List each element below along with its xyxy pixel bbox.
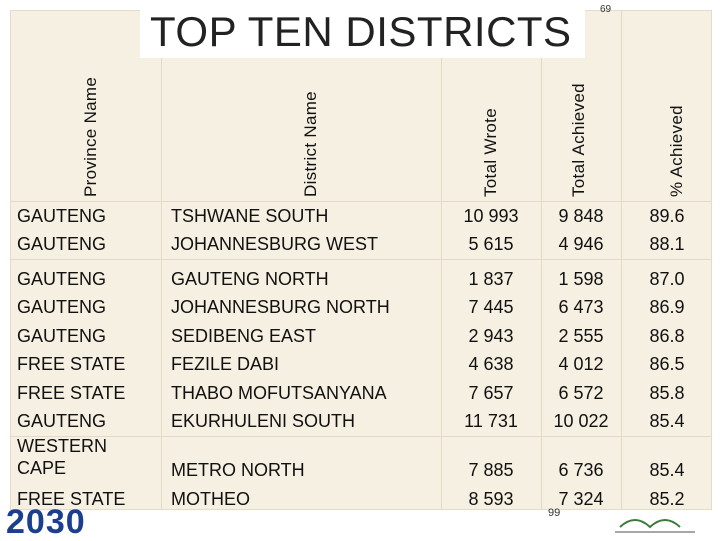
province-cell: FREE STATE — [17, 383, 126, 403]
number-cell: 89.6 — [649, 206, 685, 226]
reading-logo — [615, 519, 695, 533]
district-cell: JOHANNESBURG NORTH — [171, 297, 390, 317]
number-cell: 86.5 — [649, 354, 685, 374]
number-cell: 10 993 — [463, 206, 519, 226]
number-cell: 87.0 — [649, 269, 685, 289]
province-cell: GAUTENG — [17, 326, 107, 346]
number-cell: 7 445 — [468, 297, 514, 317]
province-cell: GAUTENG — [17, 234, 107, 254]
page-number: 69 — [600, 4, 612, 15]
district-cell: EKURHULENI SOUTH — [171, 411, 356, 431]
number-cell: 7 657 — [468, 383, 514, 403]
number-cell: 4 946 — [558, 234, 604, 254]
number-cell: 86.8 — [649, 326, 685, 346]
number-cell: 2 555 — [558, 326, 604, 346]
column-border — [541, 11, 542, 509]
number-cell: 4 638 — [468, 354, 514, 374]
district-cell: JOHANNESBURG WEST — [171, 234, 379, 254]
number-cell: 6 473 — [558, 297, 604, 317]
title-background — [140, 0, 585, 58]
column-border — [621, 11, 622, 509]
number-cell: 8 593 — [468, 489, 514, 509]
province-cell: GAUTENG — [17, 269, 107, 289]
column-header: District Name — [301, 91, 320, 197]
number-cell: 85.2 — [649, 489, 685, 509]
district-cell: GAUTENG NORTH — [171, 269, 329, 289]
province-cell: WESTERN CAPE — [17, 436, 107, 478]
number-cell: 7 324 — [558, 489, 604, 509]
number-cell: 9 848 — [558, 206, 604, 226]
slide-title: TOP TEN DISTRICTS — [150, 8, 572, 55]
number-cell: 88.1 — [649, 234, 685, 254]
district-cell: TSHWANE SOUTH — [171, 206, 329, 226]
logo: 2030 — [6, 503, 86, 541]
row-border — [11, 201, 711, 202]
province-cell: FREE STATE — [17, 489, 126, 509]
column-header: Province Name — [81, 76, 100, 197]
row-border — [11, 436, 711, 437]
district-cell: FEZILE DABI — [171, 354, 280, 374]
column-border — [441, 11, 442, 509]
province-cell: FREE STATE — [17, 354, 126, 374]
district-cell: THABO MOFUTSANYANA — [171, 383, 387, 403]
number-cell: 85.4 — [649, 460, 685, 480]
district-cell: METRO NORTH — [171, 460, 305, 480]
number-cell: 10 022 — [553, 411, 609, 431]
number-cell: 1 837 — [468, 269, 514, 289]
number-cell: 11 731 — [464, 411, 518, 431]
column-border — [161, 11, 162, 509]
number-cell: 6 736 — [558, 460, 604, 480]
province-cell: GAUTENG — [17, 206, 107, 226]
column-header: % Achieved — [667, 105, 686, 197]
number-cell: 2 943 — [468, 326, 514, 346]
page-number: 99 — [548, 507, 561, 519]
number-cell: 85.4 — [649, 411, 685, 431]
province-cell: GAUTENG — [17, 297, 107, 317]
number-cell: 4 012 — [558, 354, 604, 374]
number-cell: 85.8 — [649, 383, 685, 403]
column-header: Total Achieved — [569, 83, 588, 197]
number-cell: 1 598 — [558, 269, 604, 289]
district-cell: SEDIBENG EAST — [171, 326, 317, 346]
number-cell: 6 572 — [558, 383, 604, 403]
table: Province Name District Name Total Wrote Tot… — [10, 10, 712, 510]
number-cell: 7 885 — [468, 460, 514, 480]
number-cell: 5 615 — [468, 234, 514, 254]
province-cell: GAUTENG — [17, 411, 107, 431]
row-border — [11, 259, 711, 260]
number-cell: 86.9 — [649, 297, 685, 317]
district-cell: MOTHEO — [171, 489, 250, 509]
column-header: Total Wrote — [481, 108, 500, 197]
